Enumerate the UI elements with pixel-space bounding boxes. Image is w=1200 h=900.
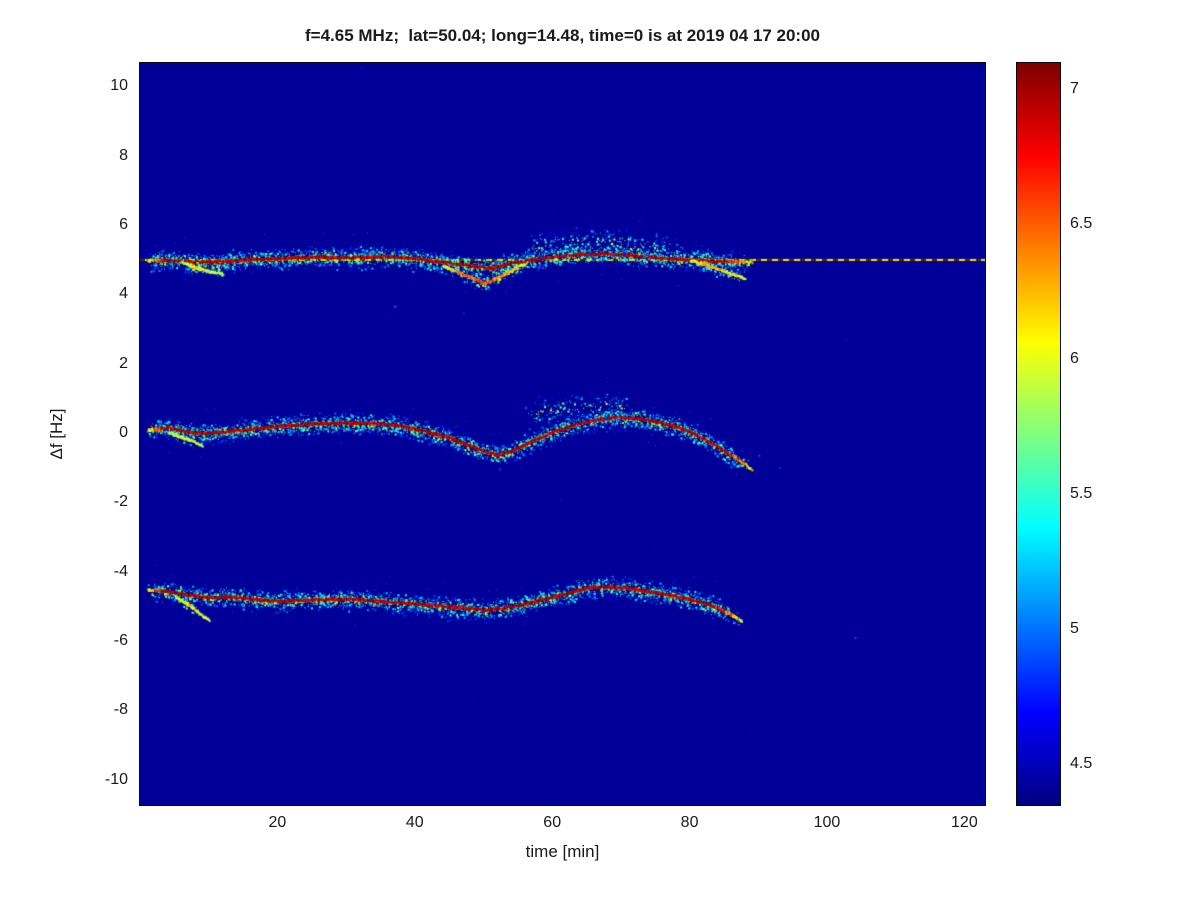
y-tick-label: 10 bbox=[110, 77, 128, 95]
spectrogram-canvas bbox=[140, 63, 985, 805]
x-tick-label: 100 bbox=[813, 814, 841, 831]
chart-title: f=4.65 MHz; lat=50.04; long=14.48, time=… bbox=[304, 26, 820, 45]
x-tick-label: 80 bbox=[680, 814, 699, 831]
colorbar-tick-label: 6.5 bbox=[1070, 214, 1093, 232]
y-axis-label: Δf [Hz] bbox=[47, 408, 66, 460]
y-tick-label: 0 bbox=[119, 424, 128, 441]
y-tick-label: -4 bbox=[113, 562, 128, 580]
x-tick-label: 120 bbox=[951, 814, 978, 831]
y-tick-label: -8 bbox=[113, 701, 128, 719]
y-tick-label: 8 bbox=[119, 146, 128, 164]
y-tick-label: -6 bbox=[113, 632, 128, 650]
colorbar-tick-label: 6 bbox=[1070, 349, 1079, 367]
y-tick-label: 4 bbox=[119, 285, 128, 303]
x-tick-label: 60 bbox=[543, 814, 562, 831]
x-axis-label: time [min] bbox=[525, 842, 600, 861]
colorbar-canvas bbox=[1017, 63, 1060, 805]
y-tick-label: -10 bbox=[104, 770, 128, 788]
y-tick-label: 2 bbox=[119, 354, 128, 372]
colorbar-tick-label: 5.5 bbox=[1070, 484, 1093, 502]
colorbar bbox=[1016, 62, 1061, 806]
colorbar-tick-label: 7 bbox=[1070, 79, 1079, 97]
x-tick-label: 20 bbox=[268, 814, 287, 831]
y-tick-label: -2 bbox=[113, 493, 128, 511]
plot-area bbox=[139, 62, 986, 806]
colorbar-tick-label: 4.5 bbox=[1070, 754, 1093, 772]
colorbar-tick-label: 5 bbox=[1070, 619, 1079, 637]
y-tick-label: 6 bbox=[119, 215, 128, 233]
x-tick-label: 40 bbox=[405, 814, 424, 831]
